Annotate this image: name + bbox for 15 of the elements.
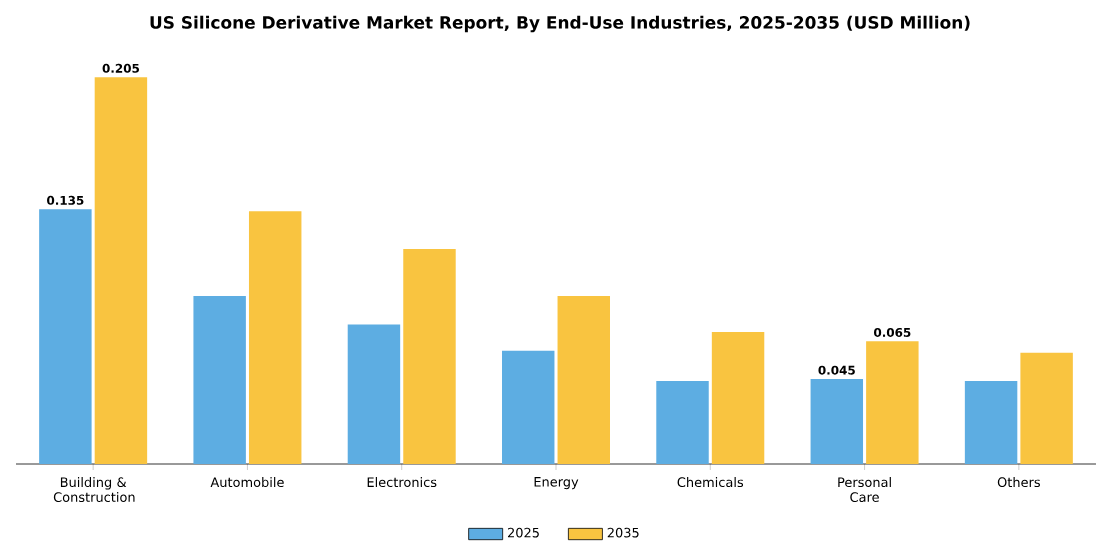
bar — [1020, 352, 1073, 464]
bar — [403, 248, 456, 464]
bar — [557, 296, 610, 464]
bar — [347, 324, 401, 464]
bar — [810, 379, 864, 464]
bar — [866, 341, 919, 464]
bar — [193, 296, 246, 464]
bar — [711, 331, 765, 464]
bar — [39, 209, 92, 464]
bar — [94, 77, 148, 464]
bar — [502, 350, 555, 464]
chart-title: US Silicone Derivative Market Report, By End-Use Industries, 2025-2035 (USD Million) — [150, 15, 970, 33]
bar — [248, 211, 302, 464]
bar — [964, 380, 1018, 464]
bar — [656, 380, 709, 464]
